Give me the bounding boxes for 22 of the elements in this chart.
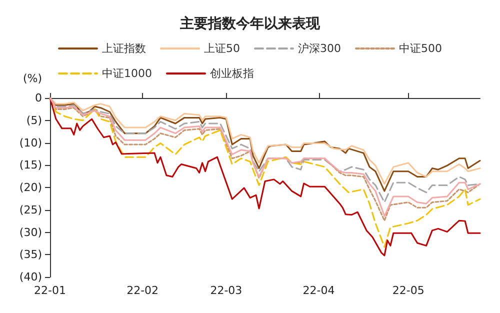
legend-label: 沪深300 bbox=[298, 42, 342, 55]
chart-title: 主要指数今年以来表现 bbox=[179, 15, 321, 32]
y-tick-label: (40) bbox=[19, 270, 42, 284]
x-tick-label: 22-01 bbox=[34, 284, 66, 297]
x-tick-label: 22-02 bbox=[126, 284, 159, 297]
legend-label: 中证1000 bbox=[102, 67, 152, 80]
x-tick-label: 22-05 bbox=[392, 284, 424, 297]
y-tick-label: (10) bbox=[19, 136, 42, 150]
y-tick-label: (20) bbox=[19, 181, 42, 194]
legend-label: 创业板指 bbox=[210, 67, 254, 80]
y-tick-label: (35) bbox=[19, 248, 42, 262]
y-axis-title: (%) bbox=[22, 72, 42, 85]
y-tick-label: (30) bbox=[19, 226, 42, 239]
y-tick-label: (15) bbox=[19, 158, 42, 172]
legend-label: 上证50 bbox=[204, 42, 240, 55]
legend-label: 中证500 bbox=[399, 42, 442, 55]
y-tick-label: 0 bbox=[35, 92, 42, 104]
legend-label: 上证指数 bbox=[102, 42, 146, 55]
x-tick-label: 22-03 bbox=[210, 284, 242, 297]
y-tick-label: (25) bbox=[19, 203, 42, 216]
y-tick-label: (5) bbox=[26, 114, 42, 127]
x-tick-label: 22-04 bbox=[302, 284, 335, 297]
